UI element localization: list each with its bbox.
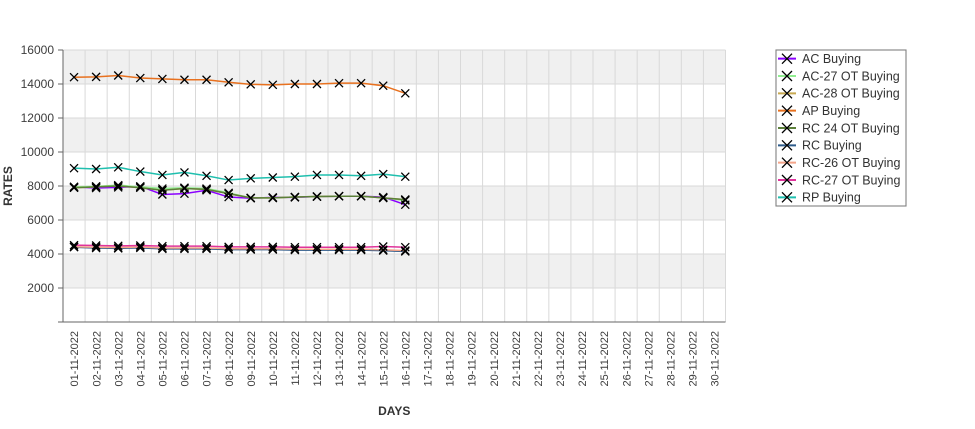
svg-text:28-11-2022: 28-11-2022 (665, 331, 677, 386)
svg-text:11-11-2022: 11-11-2022 (290, 331, 302, 386)
svg-text:09-11-2022: 09-11-2022 (246, 331, 258, 386)
svg-text:4000: 4000 (27, 247, 54, 261)
svg-text:16-11-2022: 16-11-2022 (400, 331, 412, 386)
svg-text:17-11-2022: 17-11-2022 (423, 331, 435, 386)
svg-text:29-11-2022: 29-11-2022 (688, 331, 700, 386)
svg-text:8000: 8000 (27, 179, 54, 193)
svg-text:10-11-2022: 10-11-2022 (268, 331, 280, 386)
svg-text:RATES: RATES (1, 166, 15, 206)
svg-text:05-11-2022: 05-11-2022 (158, 331, 170, 386)
svg-text:AP Buying: AP Buying (802, 104, 860, 118)
svg-text:13-11-2022: 13-11-2022 (334, 331, 346, 386)
svg-text:01-11-2022: 01-11-2022 (69, 331, 81, 386)
svg-text:23-11-2022: 23-11-2022 (555, 331, 567, 386)
svg-text:26-11-2022: 26-11-2022 (621, 331, 633, 386)
svg-text:30-11-2022: 30-11-2022 (710, 331, 722, 386)
svg-text:27-11-2022: 27-11-2022 (643, 331, 655, 386)
svg-text:08-11-2022: 08-11-2022 (224, 331, 236, 386)
svg-text:RC-26 OT Buying: RC-26 OT Buying (802, 156, 900, 170)
svg-text:15-11-2022: 15-11-2022 (378, 331, 390, 386)
svg-text:14-11-2022: 14-11-2022 (356, 331, 368, 386)
svg-text:12000: 12000 (21, 111, 55, 125)
svg-text:2000: 2000 (27, 281, 54, 295)
svg-text:DAYS: DAYS (378, 404, 410, 418)
svg-text:03-11-2022: 03-11-2022 (113, 331, 125, 386)
svg-text:06-11-2022: 06-11-2022 (180, 331, 192, 386)
svg-text:10000: 10000 (21, 145, 55, 159)
svg-text:AC Buying: AC Buying (802, 52, 861, 66)
svg-text:16000: 16000 (21, 43, 55, 57)
svg-text:AC-28 OT Buying: AC-28 OT Buying (802, 87, 900, 101)
svg-text:20-11-2022: 20-11-2022 (489, 331, 501, 386)
svg-text:21-11-2022: 21-11-2022 (511, 331, 523, 386)
svg-text:18-11-2022: 18-11-2022 (445, 331, 457, 386)
svg-text:19-11-2022: 19-11-2022 (467, 331, 479, 386)
svg-text:25-11-2022: 25-11-2022 (599, 331, 611, 386)
svg-text:02-11-2022: 02-11-2022 (91, 331, 103, 386)
svg-text:RC Buying: RC Buying (802, 139, 862, 153)
svg-text:14000: 14000 (21, 77, 55, 91)
svg-text:6000: 6000 (27, 213, 54, 227)
svg-text:22-11-2022: 22-11-2022 (533, 331, 545, 386)
svg-text:RC 24 OT Buying: RC 24 OT Buying (802, 121, 900, 135)
svg-text:12-11-2022: 12-11-2022 (312, 331, 324, 386)
svg-text:RC-27 OT Buying: RC-27 OT Buying (802, 173, 900, 187)
svg-text:04-11-2022: 04-11-2022 (135, 331, 147, 386)
svg-text:AC-27 OT Buying: AC-27 OT Buying (802, 69, 900, 83)
svg-text:RP Buying: RP Buying (802, 191, 861, 205)
svg-text:07-11-2022: 07-11-2022 (202, 331, 214, 386)
svg-text:24-11-2022: 24-11-2022 (577, 331, 589, 386)
